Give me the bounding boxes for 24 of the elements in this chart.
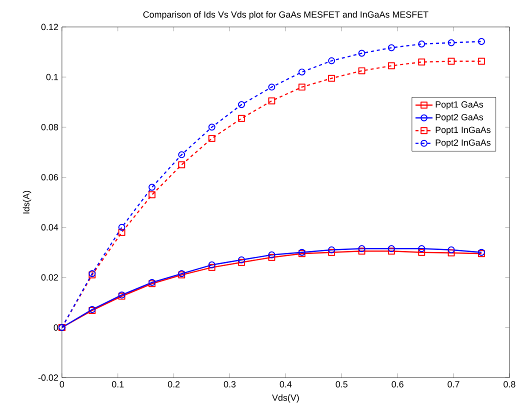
legend-label: Popt1 InGaAs: [436, 126, 491, 136]
x-tick-label: 0.3: [224, 381, 236, 388]
x-tick-label: 0.6: [392, 381, 404, 388]
x-tick-label: 0.1: [112, 381, 124, 388]
x-tick-label: 0.5: [336, 381, 348, 388]
y-tick-label: 0.1: [46, 74, 58, 80]
y-tick-label: 0.12: [41, 24, 58, 30]
y-axis-title: Ids(A): [22, 191, 32, 214]
x-tick-label: 0.2: [168, 381, 180, 388]
x-tick-label: 0: [60, 381, 64, 388]
x-axis-title: Vds(V): [272, 394, 299, 403]
legend-label: Popt1 GaAs: [436, 101, 484, 110]
legend-label: Popt2 InGaAs: [436, 140, 491, 148]
legend-label: Popt2 GaAs: [436, 114, 484, 122]
x-tick-label: 0.7: [448, 381, 460, 388]
x-tick-label: 0.4: [280, 381, 292, 388]
x-tick-label: 0.8: [504, 381, 516, 388]
y-tick-label: 0.04: [41, 224, 58, 231]
y-tick-label: 0.02: [41, 274, 58, 281]
y-tick-label: -0.02: [38, 374, 58, 381]
chart-title: Comparison of Ids Vs Vds plot for GaAs MESFET and InGaAs MESFET: [143, 11, 428, 20]
y-tick-label: 0.08: [41, 124, 58, 131]
y-tick-label: 0: [54, 324, 58, 331]
y-tick-label: 0.06: [41, 174, 58, 181]
